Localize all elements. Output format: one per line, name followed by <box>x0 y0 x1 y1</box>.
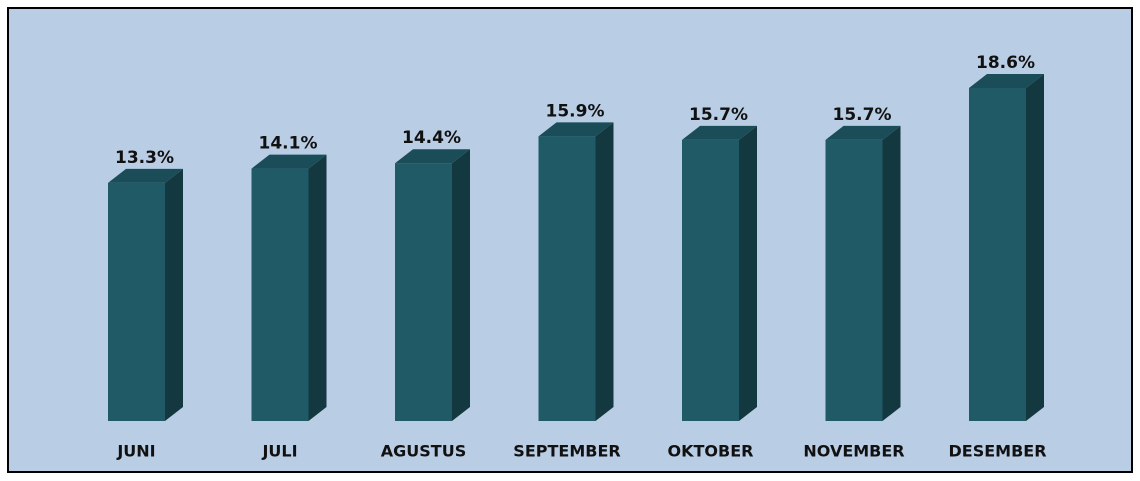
bar <box>682 139 739 421</box>
bar-top <box>825 125 901 140</box>
bar-top <box>538 122 614 137</box>
bar-top <box>251 154 327 169</box>
bar-side <box>882 125 901 421</box>
x-tick-label: NOVEMBER <box>803 442 904 461</box>
bar <box>108 182 165 421</box>
bar-top <box>108 168 183 183</box>
x-tick-label: JUNI <box>116 442 155 461</box>
data-label: 15.7% <box>833 105 892 125</box>
x-tick-label: JULI <box>261 442 297 461</box>
data-label: 15.7% <box>689 105 748 125</box>
x-tick-label: AGUSTUS <box>381 442 466 461</box>
data-label: 13.3% <box>115 148 174 168</box>
x-tick-label: DESEMBER <box>948 442 1046 461</box>
data-label: 14.4% <box>402 128 461 148</box>
bar-side <box>739 125 757 421</box>
bar <box>969 88 1026 421</box>
x-tick-label: SEPTEMBER <box>513 442 620 461</box>
bar <box>538 136 596 421</box>
bar-side <box>308 154 327 421</box>
bar-top <box>969 74 1044 88</box>
data-label: 15.9% <box>546 101 605 121</box>
bar-top <box>682 125 757 140</box>
bar-side <box>165 168 183 421</box>
data-label: 18.6% <box>976 53 1035 73</box>
bar <box>825 139 883 421</box>
bar <box>251 168 309 421</box>
bar-top <box>395 149 470 164</box>
data-label: 14.1% <box>259 134 318 154</box>
x-tick-label: OKTOBER <box>668 442 754 461</box>
bar <box>395 163 452 421</box>
bar-side <box>1026 74 1044 421</box>
bar-side <box>452 149 470 421</box>
bar-side <box>595 122 614 421</box>
